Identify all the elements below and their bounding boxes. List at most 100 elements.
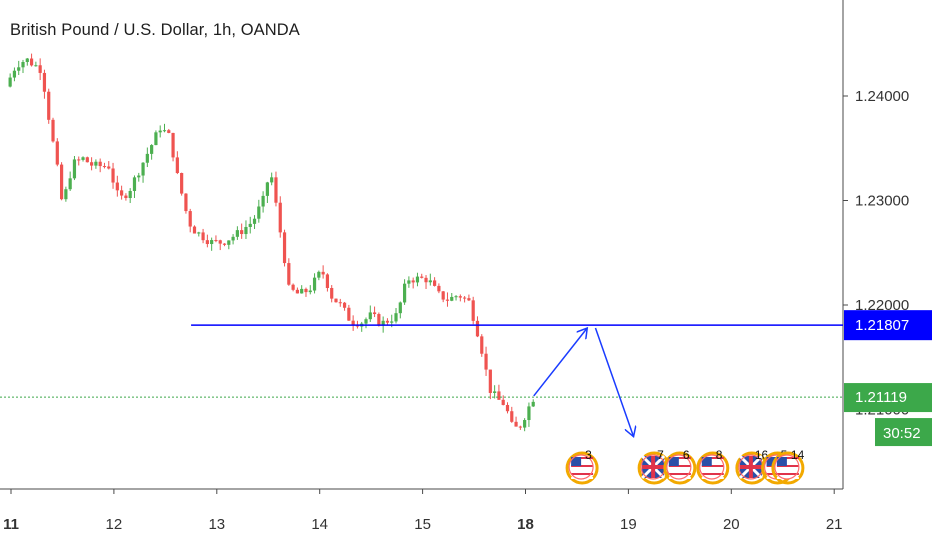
candle-up (407, 280, 411, 284)
candle-down (287, 263, 291, 285)
candle-up (428, 280, 432, 283)
candle-down (433, 280, 437, 286)
candle-up (235, 230, 239, 237)
x-tick-label: 14 (311, 516, 328, 533)
candle-down (115, 182, 119, 191)
uk-flag-icon[interactable]: 7 (637, 448, 671, 485)
candle-down (463, 297, 467, 299)
candle-up (308, 290, 312, 293)
candle-up (231, 236, 235, 241)
candle-up (364, 319, 368, 324)
candle-up (21, 62, 25, 68)
candle-down (480, 336, 484, 354)
candle-down (77, 159, 81, 161)
candle-down (98, 161, 102, 167)
candle-down (475, 320, 480, 337)
candle-up (12, 70, 17, 78)
candle-up (270, 177, 274, 183)
candle-up (128, 190, 132, 199)
candle-down (295, 289, 300, 294)
candle-up (158, 130, 162, 133)
us-flag-icon[interactable]: 6 (663, 448, 697, 485)
candle-down (42, 72, 47, 92)
candle-down (29, 58, 34, 66)
current-price-label: 1.21119 (855, 389, 907, 406)
y-tick-label: 1.24000 (855, 88, 909, 105)
candle-up (154, 132, 158, 146)
x-tick-label: 11 (3, 516, 19, 533)
svg-text:3: 3 (585, 448, 592, 462)
candle-down (90, 162, 94, 166)
candle-up (210, 240, 214, 245)
candle-down (424, 277, 428, 283)
us-flag-icon[interactable]: 14 (771, 448, 805, 485)
candle-up (64, 189, 68, 200)
candle-up (415, 276, 420, 283)
us-flag-icon[interactable]: 3 (565, 448, 599, 485)
svg-text:7: 7 (657, 448, 664, 462)
x-tick-label: 12 (106, 516, 123, 533)
candle-up (454, 296, 458, 298)
resistance-price-tag (844, 310, 932, 341)
candle-down (47, 91, 51, 120)
svg-text:8: 8 (716, 448, 723, 462)
candle-up (531, 401, 535, 407)
candle-up (523, 420, 527, 428)
resistance-price-label: 1.21807 (855, 317, 909, 334)
candle-down (330, 288, 334, 299)
candle-down (167, 130, 171, 133)
x-tick-label: 18 (517, 516, 534, 533)
candle-up (150, 145, 154, 154)
candle-down (180, 173, 184, 194)
candle-up (68, 178, 72, 190)
candle-up (197, 232, 201, 234)
candle-down (240, 230, 244, 235)
candle-down (514, 421, 518, 427)
candle-down (420, 276, 424, 278)
candle-down (334, 298, 338, 303)
candle-up (252, 218, 257, 224)
candle-up (527, 406, 531, 421)
candle-up (398, 302, 402, 314)
candle-down (501, 399, 505, 405)
candle-up (94, 161, 98, 166)
candle-down (282, 232, 287, 264)
candle-down (59, 164, 64, 200)
candle-up (312, 277, 317, 291)
candle-down (51, 119, 55, 142)
candle-up (132, 177, 137, 191)
x-tick-label: 15 (414, 516, 431, 533)
candle-down (347, 307, 351, 321)
us-flag-icon[interactable]: 8 (696, 448, 730, 485)
svg-text:6: 6 (683, 448, 690, 462)
candle-down (274, 177, 278, 203)
countdown-label: 30:52 (883, 425, 921, 442)
candle-down (458, 296, 462, 298)
x-tick-label: 20 (723, 516, 740, 533)
candle-down (325, 274, 330, 289)
projection-arrow[interactable] (594, 327, 633, 437)
candle-up (368, 312, 372, 320)
candle-up (300, 288, 304, 294)
candle-down (377, 314, 381, 326)
candle-down (111, 168, 115, 183)
projection-arrow[interactable] (533, 328, 588, 397)
current-price-tag (844, 383, 932, 413)
candle-up (72, 159, 77, 179)
candle-up (450, 296, 454, 301)
x-tick-label: 19 (620, 516, 637, 533)
candle-down (510, 411, 514, 422)
candle-down (467, 298, 471, 301)
candle-down (484, 353, 488, 370)
candle-down (171, 132, 175, 158)
candle-down (175, 157, 179, 174)
candle-down (342, 302, 347, 308)
candle-down (497, 391, 501, 400)
candle-down (505, 404, 510, 412)
candle-down (188, 211, 192, 227)
candle-down (222, 243, 227, 245)
candle-down (218, 240, 222, 244)
candle-up (402, 283, 407, 303)
candle-down (291, 284, 295, 290)
